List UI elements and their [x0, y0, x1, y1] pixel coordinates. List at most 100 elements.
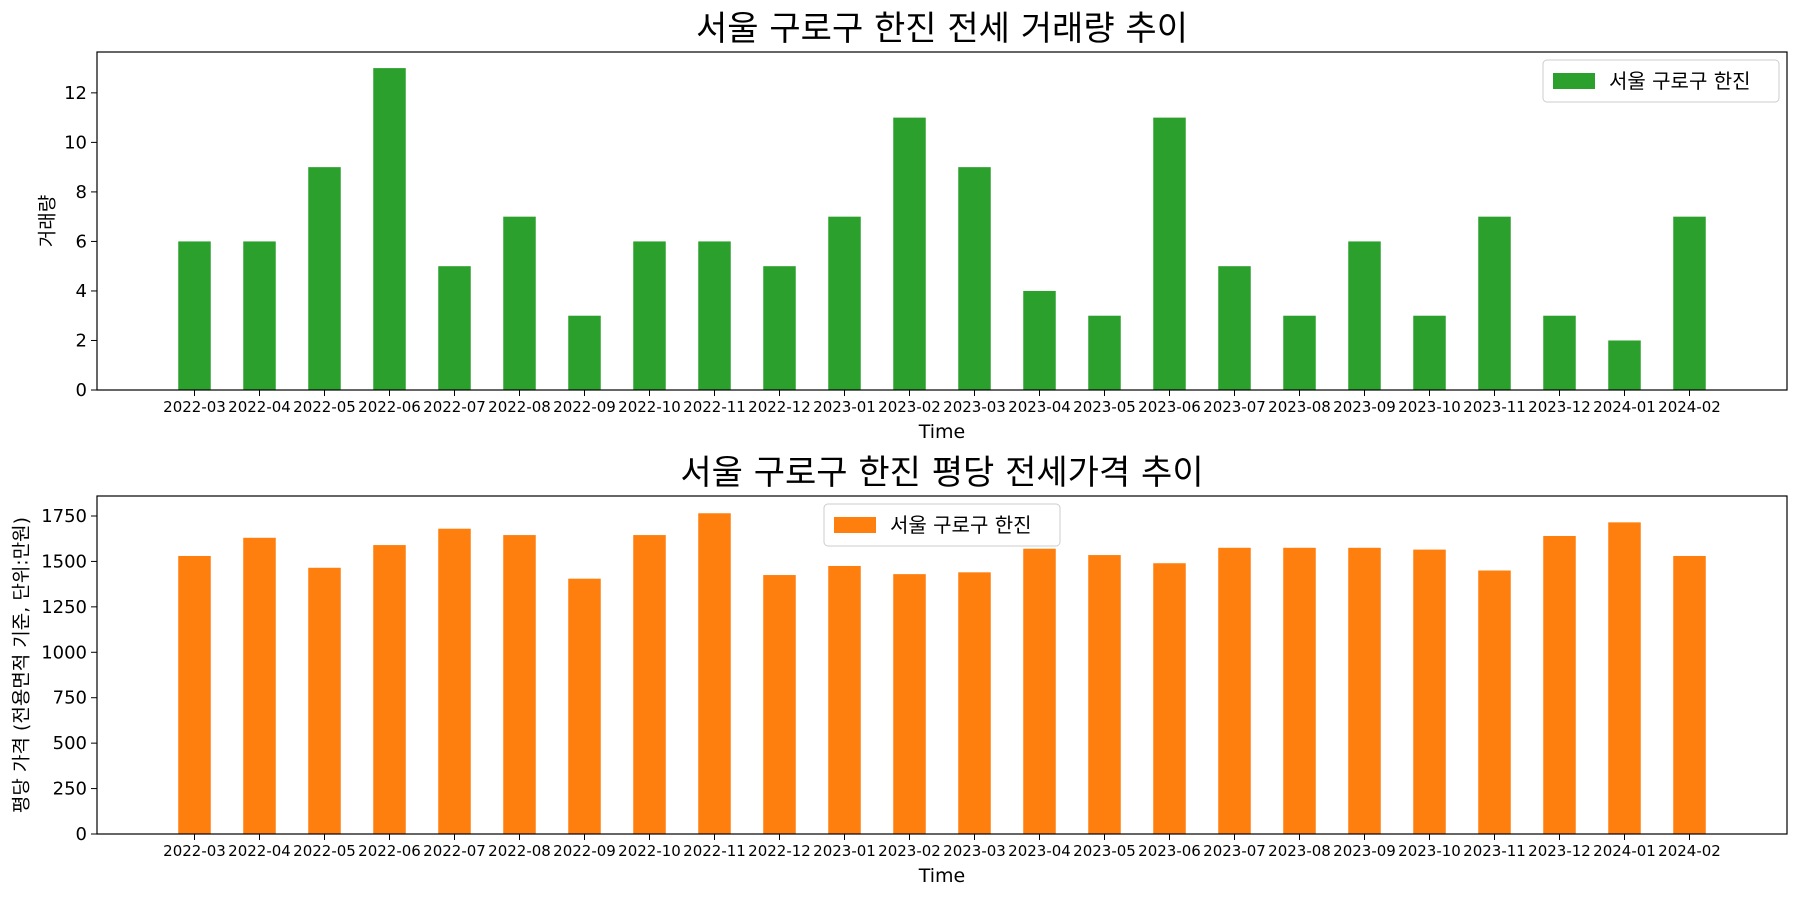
x-tick-label: 2022-11	[683, 842, 746, 860]
x-tick-label: 2023-03	[943, 842, 1006, 860]
bar	[178, 555, 211, 834]
legend-label: 서울 구로구 한진	[890, 513, 1032, 537]
x-tick-label: 2024-02	[1658, 842, 1721, 860]
x-tick-label: 2023-02	[878, 398, 941, 416]
bar	[1413, 315, 1446, 390]
y-tick-label: 1500	[41, 551, 87, 572]
bar	[893, 574, 926, 834]
x-tick-label: 2023-09	[1333, 842, 1396, 860]
x-axis-label: Time	[918, 421, 966, 443]
y-tick-label: 2	[76, 330, 87, 351]
bar	[1543, 535, 1576, 834]
chart-title: 서울 구로구 한진 전세 거래량 추이	[696, 9, 1188, 49]
y-tick-label: 12	[64, 83, 87, 104]
x-tick-label: 2022-09	[553, 398, 616, 416]
x-tick-label: 2023-10	[1398, 398, 1461, 416]
x-tick-label: 2022-05	[293, 842, 356, 860]
y-tick-label: 1000	[41, 642, 87, 663]
bar	[1153, 117, 1186, 390]
bar	[1673, 555, 1706, 834]
bar	[503, 216, 536, 390]
legend-swatch	[834, 517, 876, 533]
x-tick-label: 2024-02	[1658, 398, 1721, 416]
bar	[503, 535, 536, 834]
x-tick-label: 2022-06	[358, 398, 421, 416]
bar	[1348, 547, 1381, 834]
x-tick-label: 2023-05	[1073, 842, 1136, 860]
bar	[308, 167, 341, 390]
y-tick-label: 750	[53, 688, 87, 709]
bar	[828, 565, 861, 834]
x-tick-label: 2024-01	[1593, 398, 1656, 416]
x-tick-label: 2022-12	[748, 398, 811, 416]
bar	[568, 578, 601, 834]
y-tick-label: 6	[76, 231, 87, 252]
x-tick-label: 2023-08	[1268, 842, 1331, 860]
bar	[1283, 547, 1316, 834]
bar	[1218, 547, 1251, 834]
x-tick-label: 2022-09	[553, 842, 616, 860]
x-axis-label: Time	[918, 865, 966, 887]
y-tick-label: 1250	[41, 597, 87, 618]
x-tick-label: 2023-07	[1203, 398, 1266, 416]
y-tick-label: 10	[64, 132, 87, 153]
y-tick-label: 0	[76, 824, 87, 845]
bar	[1608, 340, 1641, 390]
bar	[1218, 266, 1251, 390]
x-tick-label: 2023-03	[943, 398, 1006, 416]
x-tick-label: 2022-07	[423, 842, 486, 860]
bar	[438, 528, 471, 834]
bar	[1023, 290, 1056, 390]
y-tick-label: 1750	[41, 506, 87, 527]
x-tick-label: 2023-11	[1463, 398, 1526, 416]
x-tick-label: 2023-02	[878, 842, 941, 860]
bar	[698, 241, 731, 390]
y-tick-label: 500	[53, 733, 87, 754]
x-tick-label: 2022-03	[163, 398, 226, 416]
bar	[1088, 315, 1121, 390]
bar	[1478, 216, 1511, 390]
x-tick-label: 2022-12	[748, 842, 811, 860]
bar	[243, 241, 276, 390]
bar	[1413, 549, 1446, 834]
x-tick-label: 2022-05	[293, 398, 356, 416]
bar	[958, 167, 991, 390]
y-tick-label: 8	[76, 182, 87, 203]
bar	[633, 535, 666, 834]
bar	[568, 315, 601, 390]
bar	[1478, 570, 1511, 834]
bar	[1088, 555, 1121, 834]
y-tick-label: 4	[76, 281, 87, 302]
x-tick-label: 2023-04	[1008, 398, 1071, 416]
bar	[1023, 548, 1056, 834]
bar	[763, 266, 796, 390]
bar	[1153, 563, 1186, 834]
x-tick-label: 2022-07	[423, 398, 486, 416]
x-tick-label: 2023-09	[1333, 398, 1396, 416]
x-tick-label: 2022-08	[488, 398, 551, 416]
bar	[1543, 315, 1576, 390]
bar	[893, 117, 926, 390]
x-tick-label: 2022-08	[488, 842, 551, 860]
bar	[958, 572, 991, 834]
plot-frame	[96, 51, 1788, 391]
x-tick-label: 2023-01	[813, 398, 876, 416]
x-tick-label: 2022-10	[618, 398, 681, 416]
x-tick-label: 2023-06	[1138, 842, 1201, 860]
x-tick-label: 2022-04	[228, 842, 291, 860]
x-tick-label: 2022-06	[358, 842, 421, 860]
bar	[373, 68, 406, 390]
bar	[828, 216, 861, 390]
x-tick-label: 2024-01	[1593, 842, 1656, 860]
bar	[178, 241, 211, 390]
x-tick-label: 2023-04	[1008, 842, 1071, 860]
x-tick-label: 2023-12	[1528, 842, 1591, 860]
x-tick-label: 2022-03	[163, 842, 226, 860]
legend-label: 서울 구로구 한진	[1609, 69, 1751, 93]
x-tick-label: 2023-07	[1203, 842, 1266, 860]
legend-swatch	[1553, 73, 1595, 89]
x-tick-label: 2023-06	[1138, 398, 1201, 416]
bar	[1673, 216, 1706, 390]
x-tick-label: 2023-12	[1528, 398, 1591, 416]
